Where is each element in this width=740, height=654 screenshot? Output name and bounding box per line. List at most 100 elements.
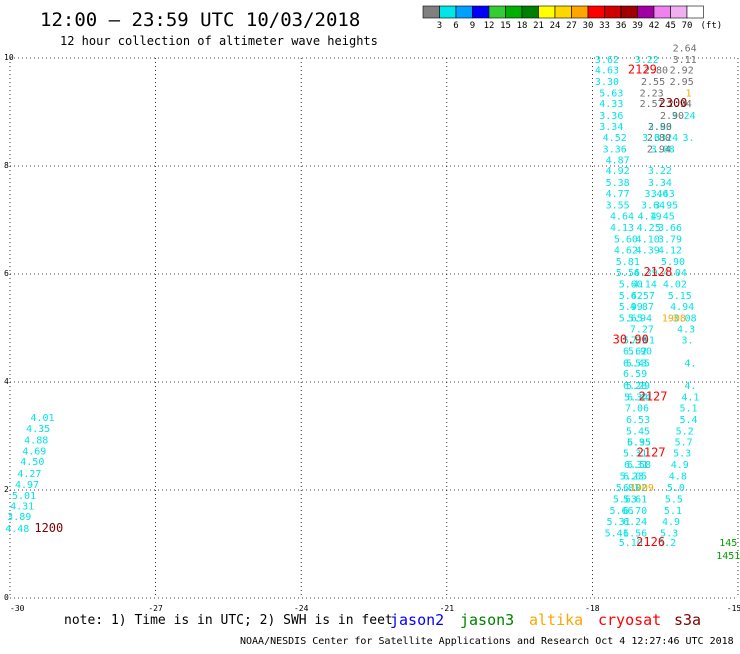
wave-height-label: 6.31 (624, 460, 648, 471)
wave-height-label: 3.34 (599, 122, 623, 133)
scale-swatch (620, 5, 638, 19)
wave-height-label: 4.94 (670, 302, 694, 313)
wave-height-label: 5.90 (661, 257, 685, 268)
wave-height-label: 6.05 (623, 472, 647, 483)
y-tick-label: 10 (4, 53, 14, 62)
satellite-legend-s3a: s3a (674, 611, 701, 629)
wave-height-label: 3.24 (672, 111, 696, 122)
wave-height-label: 3.08 (673, 314, 697, 325)
x-tick-label: -18 (585, 604, 600, 613)
scale-swatch (472, 5, 490, 19)
wave-height-label: 6.70 (623, 506, 647, 517)
wave-height-label: 3.34 (648, 178, 672, 189)
scale-swatch (505, 5, 523, 19)
time-label: 2127 (639, 389, 668, 403)
wave-height-label: 3.24 (654, 133, 678, 144)
scale-swatch (670, 5, 688, 19)
wave-height-label: 5.81 (616, 483, 640, 494)
wave-height-label: 5.01 (12, 491, 36, 502)
scale-label: 6 (453, 21, 458, 31)
wave-height-label: 2.57 (640, 99, 664, 110)
wave-height-label: 5.1 (679, 404, 697, 415)
scale-label: 9 (470, 21, 475, 31)
wave-height-label: 4.25 (637, 223, 661, 234)
wave-height-label: 3.79 (658, 235, 682, 246)
scale-label: 24 (550, 21, 561, 31)
scale-label: 70 (682, 21, 693, 31)
wave-height-label: 4.87 (630, 302, 654, 313)
scale-swatch (686, 5, 704, 19)
wave-height-label: 5.65 (619, 314, 643, 325)
wave-height-label: 5.1 (664, 506, 682, 517)
scale-swatch (637, 5, 655, 19)
wave-height-label: 5.10 (619, 538, 643, 549)
wave-height-label: 5.38 (606, 178, 630, 189)
wave-height-label: 5.3 (660, 528, 678, 539)
wave-height-label: 5.94 (628, 314, 652, 325)
scale-swatch (439, 5, 457, 19)
wave-height-label: 6.95 (627, 438, 651, 449)
wave-height-label: 3.43 (651, 189, 675, 200)
wave-height-label: 4.69 (22, 446, 46, 457)
wave-height-label: 5.63 (599, 88, 623, 99)
x-tick-label: -24 (294, 604, 309, 613)
scale-swatch (538, 5, 556, 19)
scale-label: 15 (500, 21, 511, 31)
wave-height-label: 3.66 (658, 223, 682, 234)
wave-height-label: 3.89 (7, 512, 31, 523)
wave-height-label: 5.45 (626, 358, 650, 369)
satellite-legend: jason2 jason3 altika cryosat s3a (390, 611, 701, 629)
wave-height-label: 1909 (630, 483, 654, 494)
wave-height-label: 4.04 (663, 268, 687, 279)
wave-height-label: 3.11 (673, 55, 697, 66)
time-label: 2128 (643, 265, 672, 279)
time-label: 2126 (636, 535, 665, 549)
color-scale-legend: 3 6 9 12 15 18 21 24 27 30 33 36 39 42 45 70 (ft) (422, 5, 722, 31)
wave-height-label: 1451 (716, 551, 740, 562)
scale-label: 36 (616, 21, 627, 31)
axis-ticks: -30 -27 -24 -21 -18 -15 0 2 4 6 8 10 (4, 53, 740, 613)
wave-height-label: 5.0 (667, 483, 685, 494)
wave-height-label: 2.80 (647, 133, 671, 144)
wave-height-label: 2.64 (673, 44, 697, 55)
wave-height-label: 3.22 (635, 55, 659, 66)
wave-height-label: 6.59 (623, 369, 647, 380)
wave-height-label: 5.45 (626, 426, 650, 437)
wave-height-label: 5.62 (619, 291, 643, 302)
wave-height-label: 4.77 (606, 189, 630, 200)
wave-height-label: 5.3 (673, 449, 691, 460)
scale-swatch (455, 5, 473, 19)
scale-label: 30 (583, 21, 594, 31)
scale-label: 45 (665, 21, 676, 31)
wave-height-label: 1908 (662, 314, 686, 325)
wave-height-label: 3.95 (654, 201, 678, 212)
wave-height-label: 4.13 (610, 223, 634, 234)
wave-height-label: 4.63 (595, 66, 619, 77)
wave-height-label: 2.23 (640, 88, 664, 99)
plot-grid (9, 57, 739, 599)
wave-height-label: 4.27 (17, 469, 41, 480)
scale-label: 39 (632, 21, 643, 31)
wave-height-label: 2.92 (670, 66, 694, 77)
x-tick-label: -21 (440, 604, 455, 613)
wave-height-label: 5.31 (607, 517, 631, 528)
wave-height-label: 4.45 (651, 211, 675, 222)
wave-height-label: 2.95 (670, 77, 694, 88)
wave-height-label: 4.10 (636, 235, 660, 246)
scale-swatch (422, 5, 440, 19)
wave-height-label: 4.1 (681, 392, 699, 403)
wave-height-label: 3.08 (651, 145, 675, 156)
wave-height-label: 5.99 (619, 302, 643, 313)
wave-height-label: 4.14 (633, 280, 657, 291)
wave-height-label: 5.15 (668, 291, 692, 302)
wave-height-label: 4. (684, 381, 696, 392)
time-label: 2127 (637, 446, 666, 460)
wave-height-label: 4.01 (30, 413, 54, 424)
wave-height-label: 6.56 (623, 528, 647, 539)
wave-height-label: 4.35 (26, 424, 50, 435)
wave-height-label: 5.60 (619, 280, 643, 291)
scale-label: 33 (599, 21, 610, 31)
satellite-legend-altika: altika (529, 611, 583, 629)
scale-swatch (521, 5, 539, 19)
